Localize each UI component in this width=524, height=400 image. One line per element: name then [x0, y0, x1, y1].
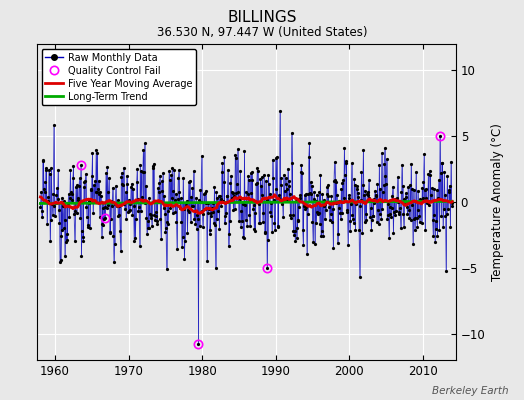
- Text: Berkeley Earth: Berkeley Earth: [432, 386, 508, 396]
- Text: 36.530 N, 97.447 W (United States): 36.530 N, 97.447 W (United States): [157, 26, 367, 39]
- Text: BILLINGS: BILLINGS: [227, 10, 297, 25]
- Y-axis label: Temperature Anomaly (°C): Temperature Anomaly (°C): [491, 123, 504, 281]
- Legend: Raw Monthly Data, Quality Control Fail, Five Year Moving Average, Long-Term Tren: Raw Monthly Data, Quality Control Fail, …: [41, 49, 196, 105]
